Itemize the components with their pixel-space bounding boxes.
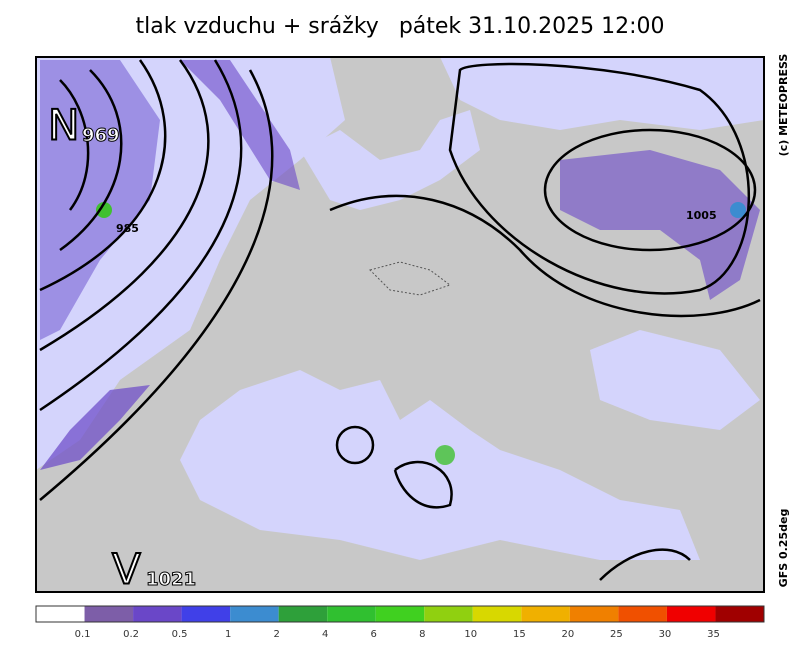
map-frame: [35, 56, 765, 593]
legend-swatch: [715, 606, 764, 622]
legend-swatch: [133, 606, 182, 622]
legend-label: 0.5: [172, 629, 188, 640]
legend-label: 4: [322, 629, 328, 640]
legend-label: 30: [659, 629, 672, 640]
legend-label: 10: [464, 629, 477, 640]
legend-label: 6: [371, 629, 377, 640]
precip: [560, 150, 760, 300]
legend-label: 1: [225, 629, 231, 640]
legend-label: 15: [513, 629, 526, 640]
legend-swatch: [181, 606, 231, 622]
pressure-value: 969: [82, 125, 120, 146]
czech-border: [369, 261, 452, 296]
isobar-label: 1005: [686, 209, 717, 222]
precip-core: [96, 202, 112, 218]
isobar-label: 985: [116, 222, 139, 235]
legend-swatch: [472, 606, 522, 622]
pressure-letter: V: [112, 545, 141, 594]
legend-label: 35: [707, 629, 720, 640]
legend-swatch: [666, 606, 716, 622]
precip: [40, 385, 150, 470]
baltic-north-sea: [300, 110, 480, 210]
credit: (c) METEOPRESS: [777, 54, 790, 157]
legend-swatch: [84, 606, 134, 622]
arctic: [440, 57, 764, 130]
legend-swatch: [424, 606, 473, 622]
pressure-value: 1021: [146, 569, 196, 590]
legend-swatch: [569, 606, 619, 622]
map-labels: N 969 V 1021 985 1005 (c) METEOPRESS GFS 0.25de…: [47, 54, 790, 595]
datetime: pátek 31.10.2025 12:00: [399, 14, 665, 39]
title-text: tlak vzduchu + srážky: [135, 14, 378, 39]
legend-swatch: [36, 606, 85, 622]
legend-label: 20: [561, 629, 574, 640]
legend-swatch: [278, 606, 328, 622]
legend-label: 8: [419, 629, 425, 640]
legend-swatch: [327, 606, 376, 622]
pressure-letter: N: [48, 101, 79, 150]
precip-core: [435, 445, 455, 465]
legend-swatch: [230, 606, 279, 622]
legend-frame: [35, 605, 765, 623]
legend-swatch: [375, 606, 425, 622]
legend: 0.1 0.2 0.5 1 2 4 6 8 10 15 20 25 30 35: [35, 605, 765, 640]
precip: [40, 60, 160, 340]
legend-swatch: [521, 606, 570, 622]
legend-swatch: [618, 606, 667, 622]
title: tlak vzduchu + srážky pátek 31.10.2025 12…: [135, 14, 664, 39]
map: [35, 56, 765, 593]
isobars: [39, 59, 761, 581]
legend-label: 2: [273, 629, 279, 640]
precip-core: [730, 202, 746, 218]
legend-label: 0.2: [123, 629, 139, 640]
legend-label: 0.1: [75, 629, 91, 640]
model-name: GFS 0.25deg: [777, 509, 790, 588]
mediterranean: [180, 370, 700, 560]
black-sea: [590, 330, 760, 430]
legend-label: 25: [610, 629, 623, 640]
